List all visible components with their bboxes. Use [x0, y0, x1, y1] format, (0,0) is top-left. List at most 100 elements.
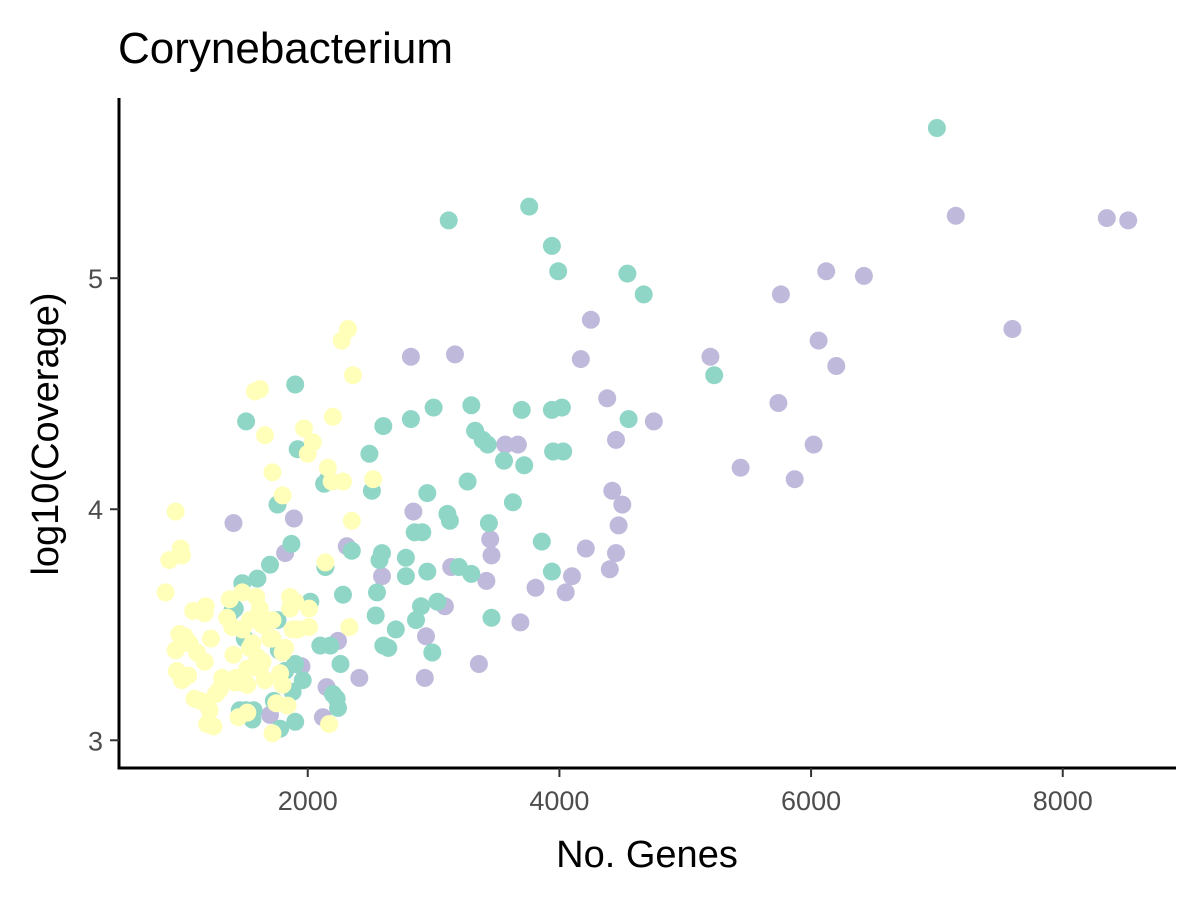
- data-point-purple: [607, 544, 625, 563]
- data-point-teal: [927, 119, 946, 137]
- data-point-teal: [618, 264, 637, 283]
- data-point-purple: [415, 668, 434, 687]
- data-point-yellow: [298, 444, 317, 463]
- data-point-yellow: [156, 583, 175, 602]
- data-point-purple: [603, 481, 622, 500]
- x-tick-label: 2000: [278, 786, 338, 816]
- data-point-yellow: [185, 689, 204, 708]
- data-point-yellow: [253, 615, 272, 634]
- data-point-teal: [311, 636, 330, 655]
- data-point-yellow: [256, 426, 274, 445]
- data-point-yellow: [166, 502, 185, 521]
- data-point-teal: [386, 620, 405, 639]
- data-point-teal: [248, 569, 267, 588]
- data-point-teal: [396, 548, 415, 567]
- data-point-purple: [581, 310, 600, 329]
- data-point-teal: [405, 523, 424, 542]
- data-point-purple: [854, 266, 873, 285]
- x-tick-label: 6000: [781, 786, 841, 816]
- data-point-teal: [331, 655, 350, 673]
- data-point-yellow: [261, 629, 279, 648]
- data-point-teal: [542, 236, 561, 255]
- data-point-yellow: [364, 470, 383, 489]
- data-point-purple: [600, 560, 619, 579]
- data-point-yellow: [218, 608, 237, 627]
- data-point-purple: [817, 262, 836, 281]
- data-point-teal: [619, 410, 638, 429]
- data-point-teal: [438, 504, 457, 523]
- points-layer: [156, 119, 1138, 743]
- data-point-purple: [556, 583, 575, 602]
- data-point-teal: [479, 514, 498, 533]
- data-point-teal: [542, 400, 561, 419]
- data-point-purple: [609, 516, 628, 535]
- data-point-yellow: [295, 419, 313, 438]
- data-point-purple: [417, 627, 435, 646]
- data-point-yellow: [332, 331, 351, 350]
- data-point-yellow: [256, 671, 274, 690]
- data-point-purple: [1097, 209, 1116, 228]
- data-point-teal: [439, 211, 458, 230]
- data-point-teal: [293, 671, 312, 690]
- data-point-teal: [418, 484, 437, 503]
- data-point-yellow: [166, 641, 185, 660]
- data-point-yellow: [344, 366, 362, 385]
- data-point-yellow: [195, 652, 214, 671]
- data-point-teal: [542, 562, 561, 581]
- data-point-purple: [224, 514, 243, 533]
- data-point-purple: [771, 285, 790, 304]
- data-point-purple: [563, 567, 581, 586]
- data-point-purple: [284, 509, 303, 528]
- data-point-teal: [554, 442, 573, 461]
- data-point-yellow: [233, 620, 252, 639]
- data-point-teal: [237, 412, 256, 431]
- data-point-yellow: [263, 463, 282, 482]
- data-point-purple: [809, 331, 828, 350]
- data-point-teal: [515, 456, 534, 475]
- data-point-yellow: [273, 486, 292, 505]
- data-point-yellow: [263, 724, 282, 743]
- data-point-purple: [731, 458, 750, 477]
- y-axis-ticks: 3 4 5: [88, 264, 119, 756]
- data-point-teal: [366, 606, 385, 625]
- data-point-teal: [424, 398, 443, 417]
- data-point-teal: [286, 712, 305, 731]
- data-point-purple: [701, 347, 720, 366]
- data-point-purple: [946, 206, 965, 225]
- data-point-teal: [520, 197, 539, 216]
- x-tick-label: 8000: [1033, 786, 1093, 816]
- data-point-yellow: [172, 546, 191, 565]
- data-point-teal: [261, 555, 279, 574]
- data-point-yellow: [245, 382, 264, 401]
- data-point-purple: [1119, 211, 1138, 230]
- data-point-teal: [396, 567, 415, 586]
- data-point-purple: [373, 567, 391, 586]
- data-point-teal: [282, 534, 301, 553]
- data-point-teal: [360, 444, 379, 463]
- x-axis-title: No. Genes: [556, 834, 738, 876]
- data-point-yellow: [334, 472, 352, 491]
- data-point-yellow: [250, 599, 269, 618]
- data-point-purple: [598, 389, 617, 408]
- data-point-teal: [503, 493, 522, 512]
- data-point-purple: [508, 435, 527, 454]
- data-point-teal: [512, 400, 531, 419]
- data-point-teal: [532, 532, 551, 551]
- data-point-teal: [342, 541, 361, 560]
- data-point-purple: [511, 613, 530, 632]
- data-point-purple: [446, 345, 464, 364]
- data-point-teal: [428, 592, 447, 611]
- data-point-teal: [549, 262, 568, 281]
- data-point-yellow: [320, 715, 339, 734]
- data-point-teal: [705, 366, 724, 385]
- data-point-yellow: [224, 645, 243, 664]
- data-point-teal: [368, 583, 386, 602]
- data-point-teal: [482, 608, 501, 627]
- data-point-teal: [323, 685, 342, 704]
- data-point-purple: [482, 546, 501, 565]
- data-point-purple: [804, 435, 823, 454]
- data-point-purple: [526, 578, 545, 597]
- y-tick-label: 5: [88, 264, 103, 294]
- data-point-yellow: [220, 590, 239, 609]
